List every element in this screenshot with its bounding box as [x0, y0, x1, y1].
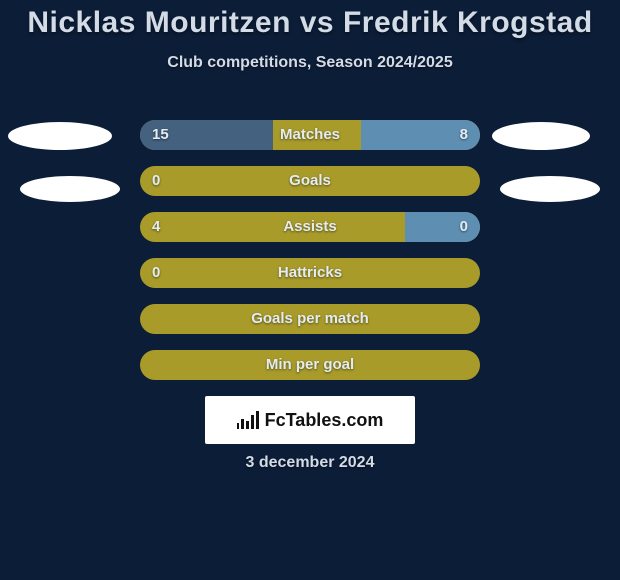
subtitle: Club competitions, Season 2024/2025 — [0, 54, 620, 72]
avatar-placeholder — [500, 176, 600, 202]
bar-track — [140, 166, 480, 196]
avatar-placeholder — [8, 122, 112, 150]
stat-value-right: 0 — [460, 212, 468, 242]
bar-track — [140, 120, 480, 150]
stat-row: Goals per match — [0, 304, 620, 334]
logo-text: FcTables.com — [265, 410, 384, 431]
stat-rows: Matches158Goals0Assists40Hattricks0Goals… — [0, 120, 620, 396]
stat-value-left: 0 — [152, 258, 160, 288]
page-title: Nicklas Mouritzen vs Fredrik Krogstad — [0, 0, 620, 40]
bar-fill-right — [405, 212, 480, 242]
comparison-infographic: Nicklas Mouritzen vs Fredrik Krogstad Cl… — [0, 0, 620, 580]
stat-value-left: 15 — [152, 120, 169, 150]
avatar-placeholder — [492, 122, 590, 150]
stat-value-right: 8 — [460, 120, 468, 150]
stat-row: Assists40 — [0, 212, 620, 242]
bar-track — [140, 258, 480, 288]
stat-value-left: 4 — [152, 212, 160, 242]
stat-row: Hattricks0 — [0, 258, 620, 288]
bar-track — [140, 350, 480, 380]
date-text: 3 december 2024 — [0, 454, 620, 472]
stat-row: Min per goal — [0, 350, 620, 380]
bar-track — [140, 304, 480, 334]
logo-bars-icon — [237, 411, 259, 429]
bar-track — [140, 212, 480, 242]
fctables-logo: FcTables.com — [205, 396, 415, 444]
avatar-placeholder — [20, 176, 120, 202]
stat-value-left: 0 — [152, 166, 160, 196]
